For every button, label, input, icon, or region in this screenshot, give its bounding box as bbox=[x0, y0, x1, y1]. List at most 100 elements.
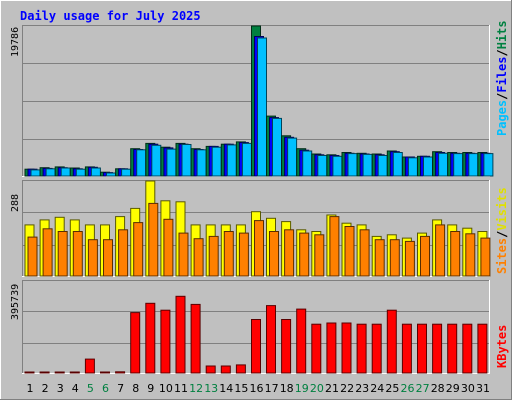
hits-bar-pages-day-8 bbox=[136, 149, 147, 177]
x-tick-label-day-10: 10 bbox=[159, 382, 173, 395]
hits-bar-pages-day-1 bbox=[30, 169, 41, 177]
visits-bar-sites-day-4 bbox=[72, 231, 83, 277]
visits-bar-sites-day-20 bbox=[314, 234, 325, 277]
legend-hits: Pages/Files/Hits bbox=[495, 20, 509, 136]
x-tick-label-day-2: 2 bbox=[42, 382, 49, 395]
hits-bar-pages-day-20 bbox=[317, 155, 328, 177]
x-tick-label-day-14: 14 bbox=[219, 382, 233, 395]
x-tick-label-day-30: 30 bbox=[461, 382, 475, 395]
kbytes-bar-kbytes-day-18 bbox=[281, 319, 292, 374]
visits-bar-sites-day-16 bbox=[254, 220, 264, 277]
legend-item-separator: / bbox=[495, 93, 509, 100]
kbytes-bar-kbytes-day-11 bbox=[175, 295, 186, 374]
x-tick-label-day-23: 23 bbox=[355, 382, 369, 395]
visits-bar-sites-day-10 bbox=[163, 218, 174, 277]
chart-panels: 19786 288 395739 bbox=[10, 25, 494, 374]
kbytes-bar-kbytes-day-30 bbox=[462, 323, 473, 374]
kbytes-bar-kbytes-day-21 bbox=[326, 322, 337, 374]
kbytes-bar-kbytes-day-9 bbox=[145, 302, 156, 374]
kbytes-panel: 395739 bbox=[10, 280, 490, 374]
hits-bar-pages-day-10 bbox=[166, 148, 177, 177]
hits-bar-pages-day-4 bbox=[75, 168, 86, 177]
hits-bar-pages-day-17 bbox=[272, 117, 282, 177]
visits-bar-sites-day-29 bbox=[450, 231, 461, 277]
hits-bar-pages-day-12 bbox=[196, 149, 207, 177]
x-tick-label-day-15: 15 bbox=[234, 382, 248, 395]
hits-bar-pages-day-28 bbox=[438, 152, 449, 177]
kbytes-bar-kbytes-day-17 bbox=[266, 305, 276, 374]
hits-bar-pages-day-29 bbox=[453, 153, 464, 177]
visits-bar-sites-day-9 bbox=[148, 202, 159, 277]
kbytes-bar-kbytes-day-27 bbox=[417, 323, 427, 374]
hits-bar-pages-day-27 bbox=[423, 156, 433, 177]
hits-bar-pages-day-2 bbox=[45, 168, 56, 177]
x-tick-label-day-26: 26 bbox=[401, 382, 415, 395]
legend-item-kbytes: KBytes bbox=[495, 325, 509, 368]
kbytes-bar-kbytes-day-28 bbox=[432, 323, 443, 374]
x-tick-label-day-22: 22 bbox=[340, 382, 354, 395]
visits-bar-sites-day-15 bbox=[238, 232, 249, 277]
kbytes-bar-kbytes-day-3 bbox=[54, 371, 65, 374]
kbytes-bar-kbytes-day-15 bbox=[235, 364, 246, 374]
hits-bar-pages-day-19 bbox=[302, 150, 313, 177]
kbytes-bar-kbytes-day-16 bbox=[251, 319, 261, 374]
legend-item-sites: Sites bbox=[495, 238, 509, 274]
kbytes-bar-kbytes-day-19 bbox=[296, 308, 307, 374]
hits-bar-pages-day-14 bbox=[226, 144, 237, 177]
visits-bar-sites-day-24 bbox=[374, 239, 385, 277]
x-tick-label-day-25: 25 bbox=[385, 382, 399, 395]
legend-kbytes: KBytes bbox=[495, 325, 509, 368]
visits-bar-sites-day-7 bbox=[118, 229, 129, 277]
hits-bar-pages-day-31 bbox=[483, 153, 494, 177]
kbytes-bar-kbytes-day-10 bbox=[160, 309, 171, 374]
x-tick-label-day-16: 16 bbox=[250, 382, 264, 395]
visits-bar-sites-day-26 bbox=[404, 240, 415, 277]
kbytes-bar-kbytes-day-29 bbox=[447, 323, 458, 374]
legend-visits: Sites/Visits bbox=[495, 187, 509, 274]
visits-bar-sites-day-14 bbox=[223, 231, 234, 277]
hits-bar-pages-day-11 bbox=[181, 144, 192, 177]
visits-bar-sites-day-6 bbox=[103, 239, 113, 277]
hits-bar-pages-day-26 bbox=[407, 157, 418, 177]
legend-item-separator: / bbox=[495, 49, 509, 56]
hits-bar-pages-day-13 bbox=[211, 146, 222, 177]
visits-bar-sites-day-18 bbox=[284, 229, 295, 277]
visits-bar-sites-day-31 bbox=[480, 237, 491, 277]
hits-max-label: 19786 bbox=[10, 27, 21, 57]
x-tick-label-day-7: 7 bbox=[117, 382, 124, 395]
hits-bar-pages-day-23 bbox=[362, 153, 373, 177]
kbytes-bar-kbytes-day-24 bbox=[371, 323, 382, 374]
hits-bar-pages-day-6 bbox=[106, 172, 116, 177]
visits-bar-sites-day-27 bbox=[420, 235, 430, 277]
hits-bar-pages-day-3 bbox=[60, 167, 71, 177]
visits-bar-sites-day-22 bbox=[344, 226, 355, 277]
visits-bar-sites-day-25 bbox=[389, 239, 400, 277]
x-tick-label-day-3: 3 bbox=[57, 382, 64, 395]
x-tick-label-day-27: 27 bbox=[416, 382, 430, 395]
chart-title: Daily usage for July 2025 bbox=[20, 9, 201, 23]
kbytes-max-label: 395739 bbox=[10, 284, 21, 320]
x-tick-label-day-29: 29 bbox=[446, 382, 460, 395]
kbytes-bar-kbytes-day-6 bbox=[100, 371, 110, 374]
legend-item-separator: / bbox=[495, 231, 509, 238]
hits-bar-pages-day-22 bbox=[347, 153, 358, 177]
visits-bar-sites-day-19 bbox=[299, 232, 310, 277]
hits-bar-pages-day-24 bbox=[377, 155, 388, 177]
hits-bar-pages-day-25 bbox=[392, 152, 403, 177]
kbytes-bar-kbytes-day-14 bbox=[220, 365, 231, 374]
kbytes-bar-kbytes-day-31 bbox=[477, 323, 488, 374]
visits-bar-sites-day-12 bbox=[193, 238, 204, 277]
x-tick-label-day-31: 31 bbox=[476, 382, 490, 395]
kbytes-bar-kbytes-day-25 bbox=[386, 309, 397, 374]
visits-bar-sites-day-17 bbox=[269, 231, 279, 277]
visits-bar-sites-day-2 bbox=[42, 228, 53, 277]
x-tick-label-day-21: 21 bbox=[325, 382, 339, 395]
x-tick-label-day-18: 18 bbox=[280, 382, 294, 395]
visits-bar-sites-day-1 bbox=[27, 236, 38, 277]
x-tick-label-day-8: 8 bbox=[132, 382, 139, 395]
x-tick-label-day-1: 1 bbox=[27, 382, 34, 395]
visits-bar-sites-day-13 bbox=[208, 235, 219, 277]
visits-bar-sites-day-3 bbox=[57, 231, 68, 277]
kbytes-bar-kbytes-day-12 bbox=[190, 303, 201, 374]
